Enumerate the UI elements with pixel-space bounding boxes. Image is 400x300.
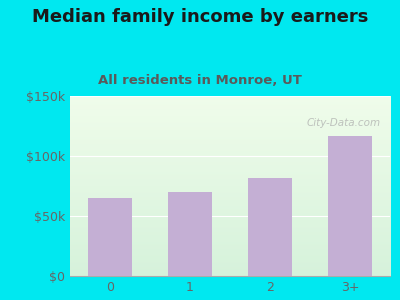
Bar [248,178,292,276]
Text: Median family income by earners: Median family income by earners [32,8,368,26]
Bar [88,198,132,276]
Bar [328,136,372,276]
Bar [168,192,212,276]
Text: All residents in Monroe, UT: All residents in Monroe, UT [98,74,302,86]
Text: City-Data.com: City-Data.com [306,118,380,128]
